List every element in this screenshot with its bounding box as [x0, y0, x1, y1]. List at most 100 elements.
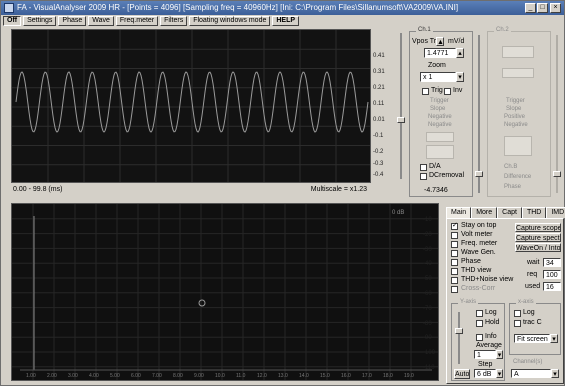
inv-label: Inv	[453, 87, 463, 94]
spectrum-xtick: 17.0	[362, 373, 372, 379]
menu-floating-windows[interactable]: Floating windows mode	[189, 16, 271, 26]
minimize-button[interactable]: _	[525, 3, 536, 13]
hold-checkbox[interactable]	[476, 320, 483, 327]
spectrum-xtick: 12.0	[257, 373, 267, 379]
spectrum-xtick: 7.00	[152, 373, 162, 379]
title-bar[interactable]: FA - VisualAnalyser 2009 HR - [Points = …	[1, 1, 564, 15]
wait-field[interactable]: 34	[543, 258, 561, 267]
phase-label: Phase	[461, 258, 481, 265]
x-axis-group: x-axis Log trac C Fit screen ▾	[509, 299, 561, 355]
menu-settings[interactable]: Settings	[23, 16, 57, 26]
log-label: Log	[485, 309, 497, 316]
tab-main[interactable]: Main	[446, 207, 472, 218]
trig-checkbox[interactable]	[422, 88, 429, 95]
spectrum-xtick: 4.00	[89, 373, 99, 379]
slider-thumb[interactable]	[397, 117, 405, 123]
freq-meter-checkbox[interactable]	[451, 241, 458, 248]
channel1-spin-button[interactable]: ▴	[456, 48, 464, 58]
channel-select[interactable]: A	[511, 369, 551, 378]
hold-label: Hold	[485, 319, 500, 326]
tab-thd[interactable]: THD	[521, 207, 547, 218]
channel2-zoom-select[interactable]	[502, 68, 534, 78]
zoom-select[interactable]: x 1	[420, 72, 456, 82]
menu-help[interactable]: HELP	[272, 16, 300, 26]
step-select[interactable]: 6 dB	[474, 369, 496, 378]
channel1-disabled-button[interactable]	[426, 132, 454, 142]
capture-spectrum-button[interactable]: Capture spectrum	[515, 233, 561, 242]
step-dropdown-button[interactable]: ▾	[496, 369, 503, 378]
menu-wave[interactable]: Wave	[88, 16, 114, 26]
maximize-button[interactable]: □	[537, 3, 548, 13]
inv-checkbox[interactable]	[444, 88, 451, 95]
close-button[interactable]: ×	[550, 3, 561, 13]
cross-corr-checkbox[interactable]	[451, 286, 458, 293]
wave-on-button[interactable]: WaveOn / Into	[515, 243, 561, 252]
phase-checkbox[interactable]	[451, 259, 458, 266]
volt-meter-checkbox[interactable]	[451, 232, 458, 239]
channel1-panel: Ch.1 Vpos Trig ▲ mV/d 1.4771 ▴ Zoom x 1 …	[409, 27, 473, 197]
spectrum-ytick: -80	[423, 320, 432, 327]
tab-capt[interactable]: Capt	[497, 207, 522, 218]
spectrum-xtick: 19.0	[404, 373, 414, 379]
stay-on-top-checkbox[interactable]	[451, 221, 458, 230]
average-dropdown-button[interactable]: ▾	[496, 350, 503, 359]
scope-ytick: -0.2	[373, 149, 384, 155]
menu-freq-meter[interactable]: Freq.meter	[115, 16, 159, 26]
slider-track	[458, 312, 460, 364]
zoom-dropdown-button[interactable]: ▾	[456, 72, 464, 82]
scope-status-line: 0.00 - 99.8 (ms) Multiscale = x1.23	[11, 186, 371, 196]
channel-dropdown-button[interactable]: ▾	[551, 369, 559, 378]
dc-removal-checkbox[interactable]	[420, 173, 427, 180]
thd-noise-view-checkbox[interactable]	[451, 277, 458, 284]
spectrum-display[interactable]: 0 dB 1.00 2.00 3.00 4.00 5.00 6.00 7.00 8.00 9.0…	[11, 203, 439, 381]
channel1-slider[interactable]	[475, 31, 483, 197]
menu-filters[interactable]: Filters	[160, 16, 188, 26]
slider-thumb[interactable]	[553, 171, 561, 177]
scope-vertical-slider[interactable]	[397, 29, 405, 183]
fit-screen-select[interactable]: Fit screen	[514, 334, 550, 343]
channel2-value-field[interactable]	[502, 46, 534, 58]
channel2-trigger-option: Slope	[506, 106, 522, 112]
spectrum-ytick: -10	[423, 217, 432, 223]
y-axis-group-label: Y-axis	[458, 299, 479, 305]
wave-gen-checkbox[interactable]	[451, 250, 458, 257]
menu-bar: Off Settings Phase Wave Freq.meter Filte…	[1, 15, 564, 27]
channel1-readout: -4.7346	[424, 187, 448, 194]
thd-noise-view-label: THD+Noise view	[461, 276, 514, 283]
tab-imd[interactable]: IMD	[546, 207, 565, 218]
y-axis-group: Y-axis Log Hold Info Average 1 ▾ Step Au…	[451, 299, 505, 381]
capture-scope-button[interactable]: Capture scope	[515, 223, 561, 232]
channel2-disabled-button[interactable]	[504, 136, 532, 156]
fit-screen-dropdown-button[interactable]: ▾	[550, 334, 558, 343]
average-select[interactable]: 1	[474, 350, 496, 359]
spectrum-xtick: 11.0	[236, 373, 246, 379]
y-axis-slider[interactable]	[455, 308, 463, 366]
spectrum-xtick: 9.00	[194, 373, 204, 379]
oscilloscope-display[interactable]	[11, 29, 371, 183]
tab-more[interactable]: More	[471, 207, 498, 218]
log-checkbox[interactable]	[476, 310, 483, 317]
thd-view-checkbox[interactable]	[451, 268, 458, 275]
vpos-up-button[interactable]: ▲	[436, 37, 444, 46]
x-log-checkbox[interactable]	[514, 310, 521, 317]
channel1-disabled-button[interactable]	[426, 145, 454, 159]
spectrum-ytick: -90	[423, 335, 432, 342]
channel2-trigger-option: Positive	[504, 114, 526, 120]
spectrum-ytick: -40	[423, 261, 432, 268]
dvm-checkbox[interactable]	[420, 164, 427, 171]
info-checkbox[interactable]	[476, 334, 483, 341]
trac-c-checkbox[interactable]	[514, 320, 521, 327]
dc-removal-label: DCremoval	[429, 172, 465, 179]
slider-thumb[interactable]	[475, 171, 483, 177]
channel2-slider[interactable]	[553, 31, 561, 197]
req-field[interactable]: 100	[543, 270, 561, 279]
spectrum-xtick: 2.00	[47, 373, 57, 379]
menu-phase[interactable]: Phase	[58, 16, 87, 26]
channel1-value-field[interactable]: 1.4771	[424, 48, 456, 58]
spectrum-ytick: -60	[423, 291, 432, 297]
auto-button[interactable]: Auto	[454, 369, 470, 379]
volt-meter-label: Volt meter	[461, 231, 493, 238]
used-field[interactable]: 16	[543, 282, 561, 291]
menu-off[interactable]: Off	[3, 16, 22, 26]
slider-thumb[interactable]	[455, 328, 463, 334]
